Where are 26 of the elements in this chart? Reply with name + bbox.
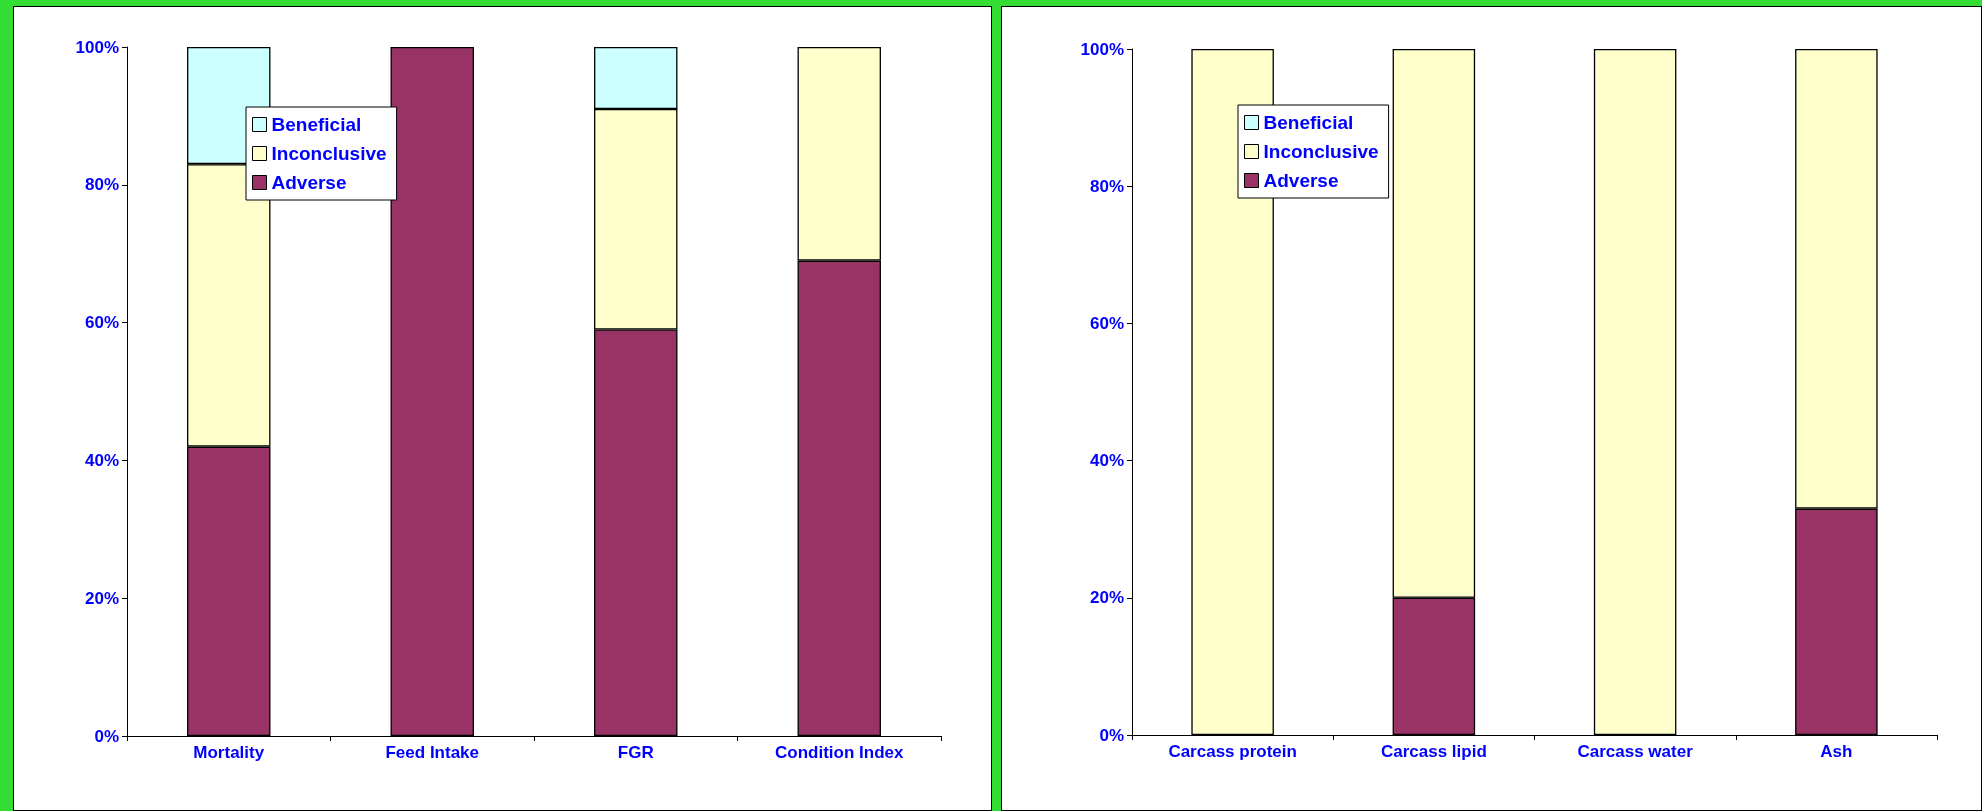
x-tick-label: Condition Index (775, 743, 905, 762)
legend-label: Inconclusive (1263, 141, 1379, 162)
legend-label: Inconclusive (271, 143, 387, 164)
y-tick-label: 40% (1089, 451, 1124, 471)
y-tick-label: 80% (84, 175, 119, 195)
y-tick-label: 20% (84, 588, 119, 608)
legend-label: Adverse (1263, 170, 1339, 191)
y-tick-label: 80% (1089, 176, 1124, 196)
x-tick-label: FGR (617, 743, 654, 762)
y-tick-label: 0% (94, 726, 119, 746)
legend-label: Adverse (271, 172, 347, 193)
legend-label: Beneficial (1263, 112, 1354, 133)
x-tick-label: Carcass lipid (1380, 742, 1487, 761)
x-tick-label: Carcass water (1577, 742, 1694, 761)
y-tick-label: 60% (1089, 313, 1124, 333)
x-tick-label: Ash (1820, 742, 1853, 761)
y-tick-label: 20% (1089, 588, 1124, 608)
x-tick-label: Mortality (193, 743, 265, 762)
x-tick-label: Carcass protein (1168, 742, 1297, 761)
y-tick-label: 100% (1080, 39, 1124, 59)
y-tick-label: 0% (1099, 725, 1124, 745)
y-tick-label: 60% (84, 313, 119, 333)
x-tick-label: Feed Intake (385, 743, 480, 762)
legend-label: Beneficial (271, 114, 362, 135)
y-tick-label: 40% (84, 450, 119, 470)
y-tick-label: 100% (75, 37, 119, 57)
